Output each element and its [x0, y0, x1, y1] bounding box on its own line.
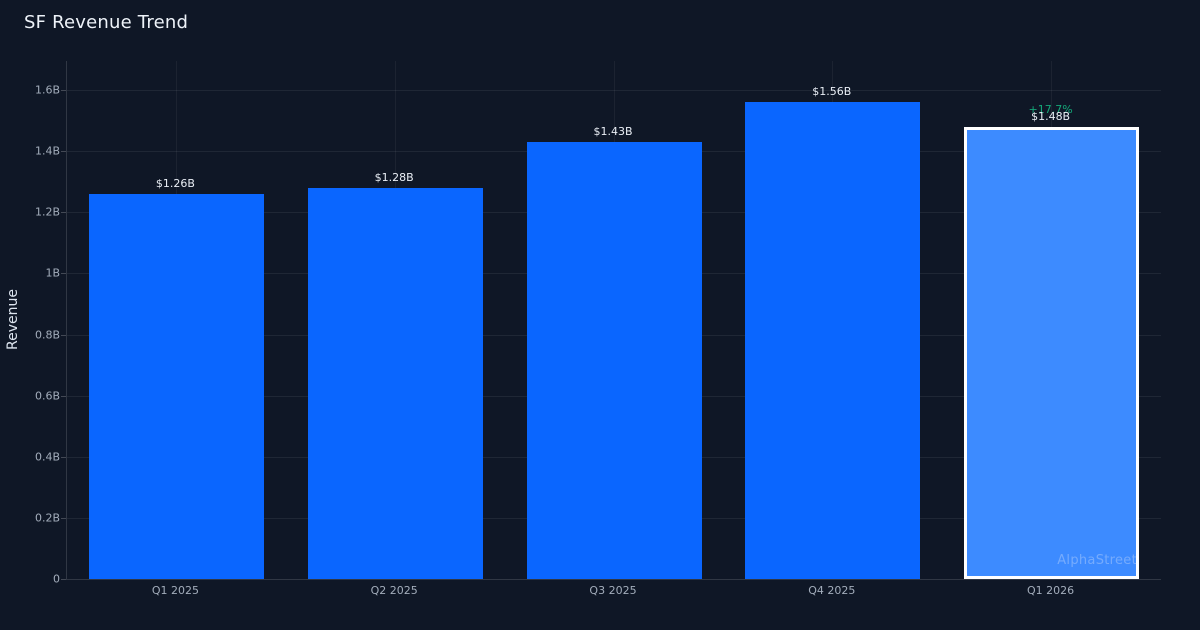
bar-q4-2025[interactable]	[745, 102, 921, 579]
y-tick-label: 0.2B	[34, 511, 60, 525]
y-tick-mark	[61, 456, 66, 458]
y-tick-mark	[61, 395, 66, 397]
bar-value-label: $1.48B	[1031, 109, 1071, 123]
bar-q3-2025[interactable]	[526, 141, 702, 579]
y-tick-mark	[61, 151, 66, 153]
y-tick-mark	[61, 212, 66, 214]
plot-area	[66, 61, 1161, 580]
y-tick-mark	[61, 273, 66, 275]
bar-value-label: $1.26B	[155, 176, 195, 190]
y-tick-mark	[61, 517, 66, 519]
watermark: AlphaStreet	[1057, 553, 1137, 568]
bar-q1-2025[interactable]	[88, 193, 264, 579]
bar-value-label: $1.43B	[593, 124, 633, 138]
delta-label: +17.7%	[1028, 102, 1073, 116]
y-tick-label: 1.4B	[34, 144, 60, 158]
y-tick-label: 0.4B	[34, 450, 60, 464]
x-tick-label: Q4 2025	[808, 584, 856, 597]
y-gridline	[67, 90, 1161, 91]
y-tick-label: 0	[53, 572, 60, 586]
x-tick-label: Q1 2026	[1027, 584, 1075, 597]
y-tick-label: 1.2B	[34, 205, 60, 219]
y-tick-label: 1.6B	[34, 83, 60, 97]
y-tick-mark	[61, 334, 66, 336]
y-tick-label: 1B	[45, 266, 60, 280]
y-tick-label: 0.6B	[34, 389, 60, 403]
bar-value-label: $1.28B	[374, 170, 414, 184]
y-tick-label: 0.8B	[34, 328, 60, 341]
x-tick-label: Q2 2025	[370, 584, 418, 597]
bar-q1-2026[interactable]	[964, 126, 1140, 579]
chart-title: SF Revenue Trend	[24, 12, 189, 33]
bar-q2-2025[interactable]	[307, 187, 483, 579]
x-tick-label: Q1 2025	[151, 584, 199, 597]
x-tick-label: Q3 2025	[589, 584, 637, 597]
y-tick-mark	[61, 579, 66, 580]
bar-value-label: $1.56B	[812, 85, 852, 99]
y-tick-mark	[61, 90, 66, 91]
y-axis-title: Revenue	[5, 289, 21, 351]
